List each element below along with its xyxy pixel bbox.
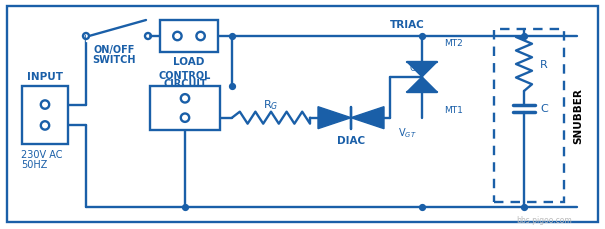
Text: V$_{GT}$: V$_{GT}$ (398, 125, 417, 139)
Text: R$_G$: R$_G$ (263, 97, 279, 111)
Text: SNUBBER: SNUBBER (573, 88, 583, 144)
FancyBboxPatch shape (150, 87, 220, 131)
FancyBboxPatch shape (22, 87, 68, 144)
Text: G: G (410, 64, 417, 73)
Text: R: R (540, 60, 548, 70)
Text: MT2: MT2 (444, 38, 463, 47)
Polygon shape (318, 107, 351, 129)
Text: bbs.pigoo.com: bbs.pigoo.com (516, 215, 572, 224)
Polygon shape (407, 77, 437, 93)
Text: 230V AC: 230V AC (21, 149, 62, 159)
Text: ON/OFF: ON/OFF (93, 45, 135, 55)
Polygon shape (407, 63, 437, 77)
Text: 50HZ: 50HZ (21, 159, 47, 169)
Polygon shape (351, 107, 384, 129)
FancyBboxPatch shape (160, 21, 218, 53)
Text: SWITCH: SWITCH (92, 55, 136, 65)
Text: TRIAC: TRIAC (390, 20, 424, 30)
Text: CIRCUIT: CIRCUIT (163, 79, 207, 89)
Text: CONTROL: CONTROL (159, 71, 211, 81)
Text: INPUT: INPUT (27, 72, 63, 82)
Text: DIAC: DIAC (337, 135, 365, 145)
Text: MT1: MT1 (444, 106, 463, 115)
Text: LOAD: LOAD (173, 57, 204, 67)
Text: C: C (540, 104, 548, 114)
